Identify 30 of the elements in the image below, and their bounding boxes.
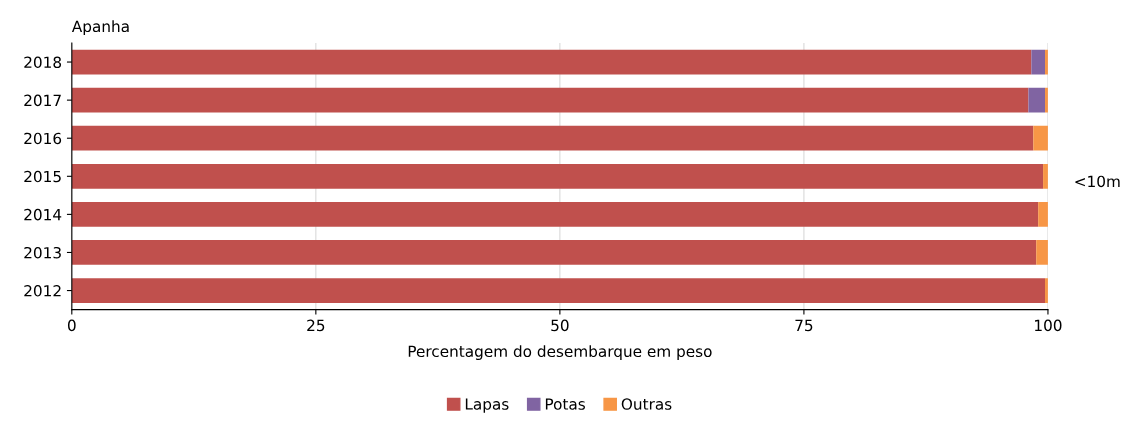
x-tick-label: 0 [67,319,76,332]
bar [71,163,1044,189]
y-tick-label: 2013 [24,246,61,259]
legend-label: Outras [621,398,672,410]
bar [71,202,1039,227]
x-tick-label: 100 [1035,319,1062,332]
x-axis-title: Percentagem do desembarque em peso [408,345,712,361]
bar [71,49,1032,75]
text: <10m [1075,175,1120,188]
y-tick-label: 2017 [24,94,61,107]
bar [1033,125,1048,151]
legend-label: Lapas [465,398,509,413]
bar [71,125,1034,151]
bar [71,240,1037,265]
y-tick-label: 2018 [24,56,62,69]
bar [71,87,1029,113]
y-tick-label: 2014 [24,208,62,221]
legend-label: Potas [545,398,585,410]
y-tick-label: 2015 [24,170,61,183]
x-tick-label: 50 [551,319,569,332]
chart-title: Apanha [71,20,129,36]
x-tick-label: 75 [795,319,813,332]
x-tick-label: 25 [307,319,325,332]
bar [1036,240,1048,265]
bar [1031,49,1046,75]
bar [1028,87,1046,113]
bar [71,278,1046,303]
y-tick-label: 2016 [24,132,62,145]
bar [1038,202,1048,227]
y-tick-label: 2012 [24,285,61,297]
